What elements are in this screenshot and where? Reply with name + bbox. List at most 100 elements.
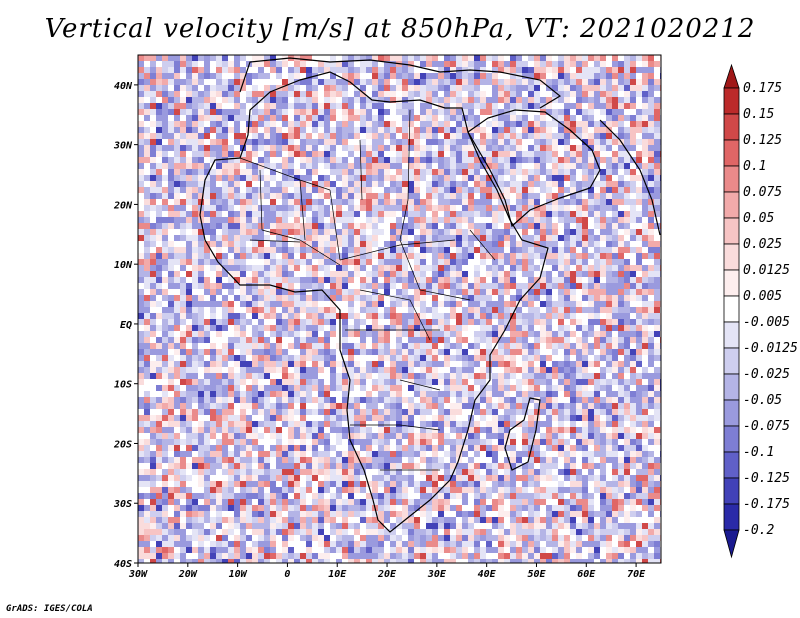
field-cell	[552, 325, 558, 331]
field-cell	[420, 391, 426, 397]
field-cell	[420, 169, 426, 175]
field-cell	[282, 217, 288, 223]
field-cell	[234, 361, 240, 367]
field-cell	[336, 277, 342, 283]
field-cell	[348, 211, 354, 217]
field-cell	[618, 295, 624, 301]
field-cell	[204, 121, 210, 127]
field-cell	[654, 73, 660, 79]
field-cell	[528, 193, 534, 199]
field-cell	[342, 133, 348, 139]
field-cell	[492, 325, 498, 331]
field-cell	[462, 331, 468, 337]
field-cell	[306, 133, 312, 139]
field-cell	[474, 103, 480, 109]
field-cell	[564, 331, 570, 337]
field-cell	[636, 217, 642, 223]
field-cell	[558, 313, 564, 319]
field-cell	[552, 379, 558, 385]
field-cell	[288, 151, 294, 157]
field-cell	[318, 337, 324, 343]
field-cell	[360, 73, 366, 79]
field-cell	[414, 253, 420, 259]
field-cell	[612, 169, 618, 175]
field-cell	[546, 289, 552, 295]
field-cell	[528, 79, 534, 85]
field-cell	[234, 103, 240, 109]
field-cell	[468, 277, 474, 283]
field-cell	[546, 109, 552, 115]
field-cell	[144, 97, 150, 103]
field-cell	[648, 175, 654, 181]
field-cell	[414, 271, 420, 277]
field-cell	[528, 217, 534, 223]
field-cell	[414, 223, 420, 229]
field-cell	[360, 319, 366, 325]
field-cell	[402, 295, 408, 301]
field-cell	[408, 139, 414, 145]
field-cell	[624, 193, 630, 199]
field-cell	[204, 235, 210, 241]
field-cell	[498, 127, 504, 133]
field-cell	[540, 289, 546, 295]
field-cell	[252, 295, 258, 301]
field-cell	[654, 187, 660, 193]
field-cell	[492, 205, 498, 211]
field-cell	[528, 313, 534, 319]
field-cell	[600, 343, 606, 349]
field-cell	[270, 295, 276, 301]
field-cell	[576, 55, 582, 61]
field-cell	[354, 355, 360, 361]
field-cell	[324, 283, 330, 289]
field-cell	[480, 349, 486, 355]
field-cell	[444, 361, 450, 367]
field-cell	[468, 331, 474, 337]
field-cell	[510, 85, 516, 91]
field-cell	[264, 295, 270, 301]
field-cell	[312, 379, 318, 385]
field-cell	[378, 337, 384, 343]
field-cell	[486, 385, 492, 391]
field-cell	[438, 295, 444, 301]
field-cell	[180, 253, 186, 259]
field-cell	[252, 109, 258, 115]
field-cell	[306, 97, 312, 103]
field-cell	[600, 175, 606, 181]
field-cell	[408, 301, 414, 307]
field-cell	[534, 199, 540, 205]
field-cell	[624, 301, 630, 307]
field-cell	[294, 247, 300, 253]
field-cell	[402, 391, 408, 397]
field-cell	[360, 385, 366, 391]
field-cell	[240, 361, 246, 367]
field-cell	[486, 139, 492, 145]
field-cell	[648, 121, 654, 127]
field-cell	[498, 85, 504, 91]
field-cell	[306, 313, 312, 319]
field-cell	[624, 139, 630, 145]
field-cell	[510, 277, 516, 283]
field-cell	[486, 85, 492, 91]
field-cell	[294, 391, 300, 397]
field-cell	[174, 175, 180, 181]
field-cell	[150, 193, 156, 199]
field-cell	[294, 319, 300, 325]
field-cell	[228, 289, 234, 295]
field-cell	[222, 373, 228, 379]
field-cell	[258, 313, 264, 319]
field-cell	[354, 205, 360, 211]
field-cell	[564, 373, 570, 379]
field-cell	[618, 121, 624, 127]
field-cell	[456, 247, 462, 253]
field-cell	[156, 325, 162, 331]
field-cell	[486, 223, 492, 229]
field-cell	[618, 169, 624, 175]
field-cell	[480, 355, 486, 361]
field-cell	[594, 211, 600, 217]
field-cell	[516, 91, 522, 97]
field-cell	[438, 325, 444, 331]
field-cell	[444, 139, 450, 145]
field-cell	[462, 307, 468, 313]
field-cell	[222, 319, 228, 325]
field-cell	[192, 139, 198, 145]
